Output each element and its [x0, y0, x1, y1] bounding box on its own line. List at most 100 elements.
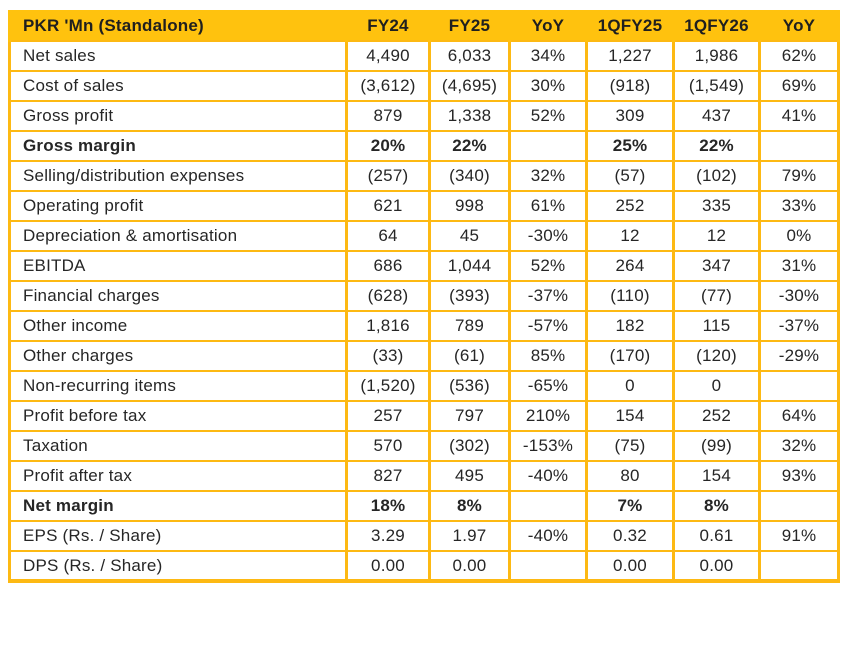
table-cell: 437 [672, 100, 761, 132]
table-cell: 52% [508, 100, 588, 132]
table-cell: (33) [345, 340, 431, 372]
table-cell: -65% [508, 370, 588, 402]
header-cell-1qfy25: 1QFY25 [585, 10, 675, 42]
table-cell: (170) [585, 340, 675, 372]
row-label: EPS (Rs. / Share) [8, 520, 348, 552]
table-cell: 0 [672, 370, 761, 402]
table-cell: 621 [345, 190, 431, 222]
table-row: Selling/distribution expenses (257) (340) 3… [8, 160, 840, 192]
table-cell: 257 [345, 400, 431, 432]
table-cell: (628) [345, 280, 431, 312]
table-cell: 69% [758, 70, 840, 102]
table-cell [508, 490, 588, 522]
table-cell: 1.97 [428, 520, 511, 552]
table-cell: 91% [758, 520, 840, 552]
table-cell: 1,816 [345, 310, 431, 342]
table-cell [508, 130, 588, 162]
table-cell: (1,520) [345, 370, 431, 402]
table-cell: 154 [672, 460, 761, 492]
table-cell: 335 [672, 190, 761, 222]
table-row: Net sales 4,490 6,033 34% 1,227 1,986 62% [8, 40, 840, 72]
table-cell: -37% [508, 280, 588, 312]
table-cell [508, 550, 588, 582]
header-cell-yoy: YoY [508, 10, 588, 42]
table-cell: (61) [428, 340, 511, 372]
table-cell: 3.29 [345, 520, 431, 552]
table-row: Profit before tax 257 797 210% 154 252 64% [8, 400, 840, 432]
table-cell: 30% [508, 70, 588, 102]
table-row: EPS (Rs. / Share) 3.29 1.97 -40% 0.32 0.61 91% [8, 520, 840, 552]
header-cell-1qfy26: 1QFY26 [672, 10, 761, 42]
table-row: Other income 1,816 789 -57% 182 115 -37% [8, 310, 840, 342]
table-cell: 0.00 [345, 550, 431, 582]
table-cell: 686 [345, 250, 431, 282]
table-cell: (257) [345, 160, 431, 192]
table-row: EBITDA 686 1,044 52% 264 347 31% [8, 250, 840, 282]
table-cell: 64 [345, 220, 431, 252]
table-row: Taxation 570 (302) -153% (75) (99) 32% [8, 430, 840, 462]
table-cell: (102) [672, 160, 761, 192]
table-cell: 1,044 [428, 250, 511, 282]
table-cell: 0% [758, 220, 840, 252]
financial-results-table: PKR 'Mn (Standalone) FY24 FY25 YoY 1QFY2… [8, 10, 840, 583]
row-label: DPS (Rs. / Share) [8, 550, 348, 582]
table-cell: 1,986 [672, 40, 761, 72]
table-cell: 309 [585, 100, 675, 132]
row-label: Taxation [8, 430, 348, 462]
row-label: Cost of sales [8, 70, 348, 102]
table-cell: 45 [428, 220, 511, 252]
table-cell: (3,612) [345, 70, 431, 102]
table-cell: 32% [508, 160, 588, 192]
row-label: EBITDA [8, 250, 348, 282]
table-cell: 1,227 [585, 40, 675, 72]
table-cell: 79% [758, 160, 840, 192]
row-label: Gross margin [8, 130, 348, 162]
row-label: Profit before tax [8, 400, 348, 432]
table-row: Gross margin 20% 22% 25% 22% [8, 130, 840, 162]
table-cell: 31% [758, 250, 840, 282]
table-cell: 210% [508, 400, 588, 432]
table-cell: 4,490 [345, 40, 431, 72]
row-label: Other charges [8, 340, 348, 372]
table-cell: 20% [345, 130, 431, 162]
table-cell: -30% [508, 220, 588, 252]
row-label: Operating profit [8, 190, 348, 222]
table-cell: 62% [758, 40, 840, 72]
table-cell: 827 [345, 460, 431, 492]
table-cell: 6,033 [428, 40, 511, 72]
header-row: PKR 'Mn (Standalone) FY24 FY25 YoY 1QFY2… [8, 10, 840, 42]
table-cell: (302) [428, 430, 511, 462]
table-cell: (536) [428, 370, 511, 402]
row-label: Net sales [8, 40, 348, 72]
table-cell: (1,549) [672, 70, 761, 102]
table-cell: 8% [672, 490, 761, 522]
table-cell: -40% [508, 460, 588, 492]
table-cell: 570 [345, 430, 431, 462]
table-cell: 93% [758, 460, 840, 492]
table-cell [758, 370, 840, 402]
table-row: Depreciation & amortisation 64 45 -30% 12 12 0… [8, 220, 840, 252]
table-cell: (340) [428, 160, 511, 192]
table-cell: 115 [672, 310, 761, 342]
header-cell-title: PKR 'Mn (Standalone) [8, 10, 348, 42]
table-cell: -40% [508, 520, 588, 552]
table-cell: (393) [428, 280, 511, 312]
table-cell: 0.00 [672, 550, 761, 582]
table-cell: (4,695) [428, 70, 511, 102]
table-row: Other charges (33) (61) 85% (170) (120) -29% [8, 340, 840, 372]
table-cell: 1,338 [428, 100, 511, 132]
table-row: Profit after tax 827 495 -40% 80 154 93% [8, 460, 840, 492]
table-cell: 182 [585, 310, 675, 342]
row-label: Selling/distribution expenses [8, 160, 348, 192]
table-cell: 797 [428, 400, 511, 432]
row-label: Net margin [8, 490, 348, 522]
table-cell: 18% [345, 490, 431, 522]
table-cell: 252 [585, 190, 675, 222]
table-cell: 8% [428, 490, 511, 522]
table-cell: 25% [585, 130, 675, 162]
table-body: Net sales 4,490 6,033 34% 1,227 1,986 62% Cost … [8, 40, 840, 582]
table-cell: -37% [758, 310, 840, 342]
table-cell: 347 [672, 250, 761, 282]
table-cell: 22% [672, 130, 761, 162]
table-cell: 789 [428, 310, 511, 342]
